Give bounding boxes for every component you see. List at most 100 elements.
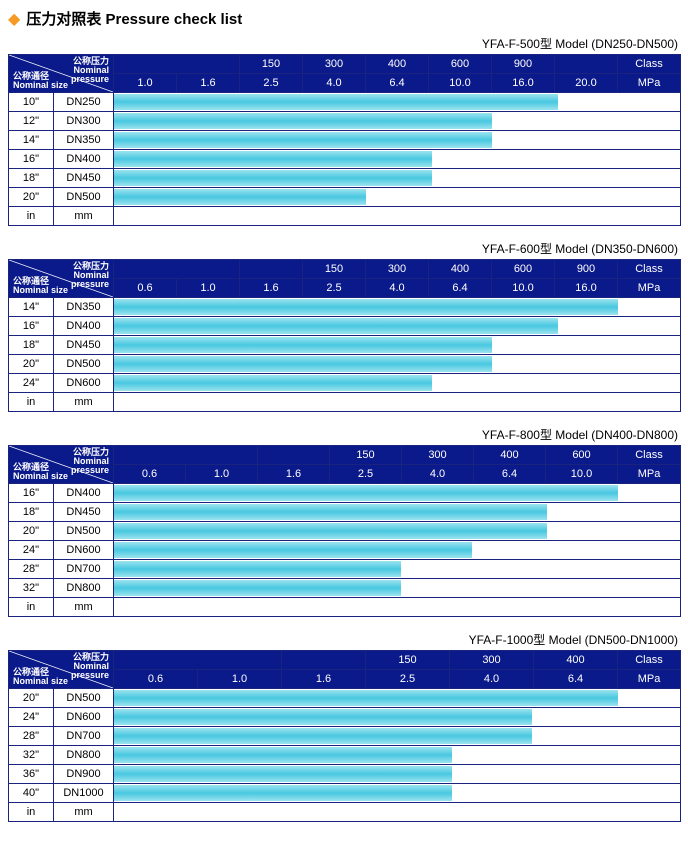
class-header-blank [114,260,240,279]
footer-in: in [9,598,54,617]
mpa-header-cell: 6.4 [366,74,429,93]
model-label: YFA-F-600型 Model (DN350-DN600) [8,240,680,257]
size-mm: DN500 [54,355,114,374]
size-in: 16" [9,150,54,169]
footer-blank [114,393,681,412]
mpa-header-cell: 1.0 [114,74,177,93]
table-row: 20"DN500 [9,355,681,374]
mpa-header-cell: 2.5 [303,279,366,298]
header-nominal-pressure: 公称压力Nominalpressure [71,653,109,680]
size-in: 28" [9,727,54,746]
mpa-header-cell: 1.0 [198,670,282,689]
size-mm: DN300 [54,112,114,131]
bar-cell [114,336,681,355]
bar-cell [114,112,681,131]
table-row: 18"DN450 [9,503,681,522]
size-in: 32" [9,579,54,598]
size-mm: DN500 [54,522,114,541]
table-row: 14"DN350 [9,298,681,317]
mpa-header-cell: 2.5 [330,465,402,484]
size-in: 24" [9,374,54,393]
footer-in: in [9,803,54,822]
size-in: 24" [9,708,54,727]
class-label: Class [618,651,681,670]
class-header-blank [114,55,240,74]
mpa-header-cell: 1.6 [240,279,303,298]
mpa-header-cell: 1.6 [258,465,330,484]
bar-cell [114,784,681,803]
pressure-bar [114,747,452,763]
size-mm: DN450 [54,336,114,355]
bar-cell [114,579,681,598]
bar-cell [114,317,681,336]
model-label: YFA-F-500型 Model (DN250-DN500) [8,35,680,52]
footer-blank [114,207,681,226]
footer-row: inmm [9,207,681,226]
size-in: 10" [9,93,54,112]
mpa-header-cell: 6.4 [474,465,546,484]
size-mm: DN450 [54,503,114,522]
class-header-cell: 150 [366,651,450,670]
bar-cell [114,746,681,765]
pressure-bar [114,151,432,167]
size-mm: DN250 [54,93,114,112]
class-label: Class [618,446,681,465]
bar-cell [114,708,681,727]
bar-cell [114,131,681,150]
mpa-header-cell: 4.0 [303,74,366,93]
bar-cell [114,522,681,541]
pressure-bar [114,709,532,725]
pressure-bar [114,356,492,372]
pressure-bar [114,299,618,315]
size-mm: DN800 [54,579,114,598]
size-mm: DN800 [54,746,114,765]
mpa-header-cell: 4.0 [402,465,474,484]
pressure-bar [114,728,532,744]
table-row: 20"DN500 [9,188,681,207]
bar-cell [114,765,681,784]
mpa-header-cell: 6.4 [429,279,492,298]
header-nominal-size: 公称通径Nominal size [13,463,68,481]
size-mm: DN700 [54,727,114,746]
size-in: 40" [9,784,54,803]
size-mm: DN400 [54,317,114,336]
footer-mm: mm [54,803,114,822]
pressure-bar [114,170,432,186]
pressure-bar [114,785,452,801]
size-in: 36" [9,765,54,784]
diagonal-header: 公称压力Nominalpressure公称通径Nominal size [9,446,114,484]
mpa-header-cell: 10.0 [492,279,555,298]
header-nominal-pressure: 公称压力Nominalpressure [71,57,109,84]
footer-in: in [9,207,54,226]
model-label: YFA-F-800型 Model (DN400-DN800) [8,426,680,443]
class-header-blank [114,446,258,465]
class-header-cell: 600 [492,260,555,279]
footer-row: inmm [9,598,681,617]
class-label: Class [618,55,681,74]
header-nominal-size: 公称通径Nominal size [13,277,68,295]
size-in: 18" [9,336,54,355]
size-in: 20" [9,355,54,374]
class-header-cell [555,55,618,74]
diagonal-header: 公称压力Nominalpressure公称通径Nominal size [9,651,114,689]
diamond-icon: ◆ [8,9,20,29]
table-row: 28"DN700 [9,560,681,579]
pressure-bar [114,766,452,782]
mpa-header-cell: 1.6 [177,74,240,93]
table-row: 32"DN800 [9,579,681,598]
mpa-header-cell: 1.0 [177,279,240,298]
table-row: 10"DN250 [9,93,681,112]
bar-cell [114,169,681,188]
size-in: 20" [9,522,54,541]
class-header-blank [114,651,282,670]
class-header-cell: 300 [450,651,534,670]
size-in: 18" [9,503,54,522]
class-header-cell [258,446,330,465]
bar-cell [114,484,681,503]
class-header-cell: 150 [330,446,402,465]
diagonal-header: 公称压力Nominalpressure公称通径Nominal size [9,260,114,298]
class-header-cell: 600 [429,55,492,74]
tables-container: YFA-F-500型 Model (DN250-DN500) 公称压力Nomina… [8,35,680,822]
mpa-label: MPa [618,279,681,298]
mpa-header-cell: 2.5 [240,74,303,93]
